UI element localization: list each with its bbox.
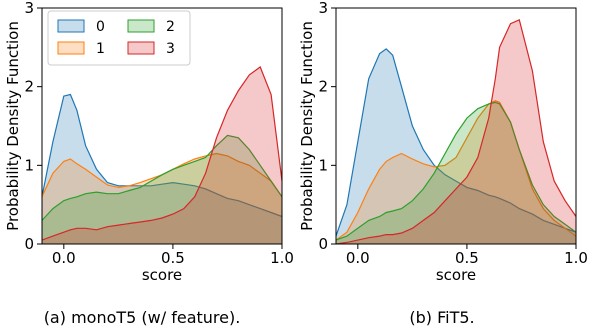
y-axis-label: Probability Density Function [298, 21, 316, 231]
density-area-series-1 [42, 153, 282, 244]
density-line-series-3 [41, 66, 283, 241]
density-area-series-3 [42, 67, 282, 244]
legend-swatch-3 [127, 41, 155, 55]
x-tick-label: 1.0 [270, 249, 294, 267]
x-tick-label: 0.0 [52, 249, 76, 267]
panel-caption: (b) FiT5. [409, 308, 474, 327]
y-axis-label: Probability Density Function [4, 21, 22, 231]
axes-frame [335, 7, 577, 245]
y-tick-label: 2 [24, 78, 34, 96]
x-axis-label: score [436, 266, 476, 284]
density-line-series-2 [41, 134, 283, 221]
x-tick-label: 0.0 [346, 249, 370, 267]
axes-frame [41, 7, 283, 245]
legend-swatch-1 [57, 41, 85, 55]
density-area-series-2 [336, 102, 576, 245]
density-line-series-0 [41, 93, 283, 218]
y-tick-label: 2 [318, 78, 328, 96]
y-tick-label: 0 [24, 235, 34, 253]
legend-label-0: 0 [96, 19, 105, 35]
density-area-series-1 [336, 100, 576, 244]
y-tick-label: 3 [318, 0, 328, 17]
y-tick-label: 1 [24, 156, 34, 174]
legend-label-3: 3 [166, 41, 175, 57]
y-tick-label: 3 [24, 0, 34, 17]
density-area-series-2 [42, 135, 282, 244]
density-line-series-1 [41, 152, 283, 198]
x-axis-label: score [142, 266, 182, 284]
density-area-series-3 [336, 19, 576, 244]
x-tick-label: 0.5 [455, 249, 479, 267]
density-area-series-0 [42, 94, 282, 244]
legend-label-2: 2 [166, 19, 175, 35]
legend-swatch-0 [57, 19, 85, 33]
x-tick-label: 1.0 [564, 249, 588, 267]
panel-caption: (a) monoT5 (w/ feature). [44, 308, 241, 327]
y-tick-label: 0 [318, 235, 328, 253]
density-line-series-3 [335, 18, 577, 245]
legend-label-1: 1 [96, 41, 105, 57]
density-line-series-1 [335, 100, 577, 241]
x-tick-label: 0.5 [161, 249, 185, 267]
density-line-series-2 [335, 101, 577, 241]
density-area-series-0 [336, 48, 576, 245]
density-line-series-0 [335, 48, 577, 237]
y-tick-label: 1 [318, 156, 328, 174]
legend-swatch-2 [127, 19, 155, 33]
